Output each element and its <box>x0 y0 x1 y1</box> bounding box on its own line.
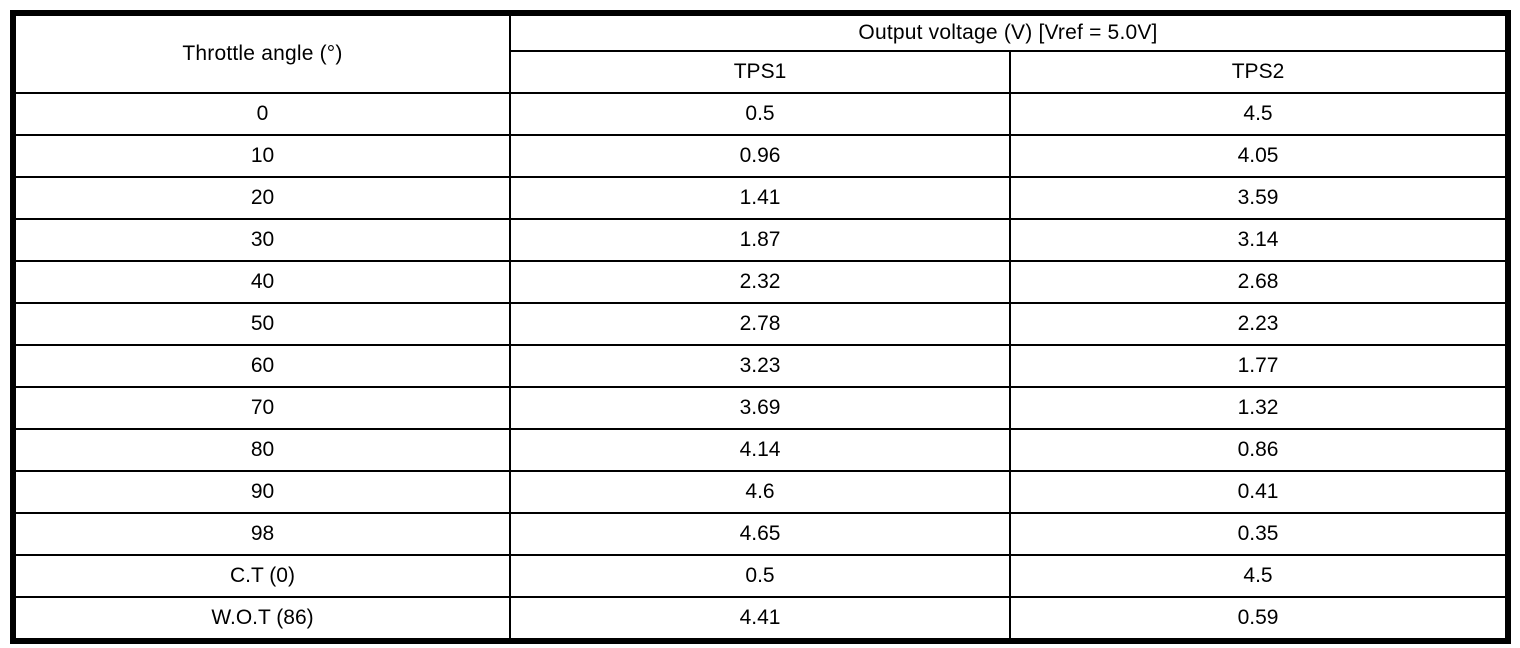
tps1-value-cell: 3.23 <box>509 344 1011 388</box>
throttle-angle-cell: W.O.T (86) <box>12 596 511 642</box>
throttle-angle-cell: 90 <box>12 470 511 514</box>
tps1-value-cell: 3.69 <box>509 386 1011 430</box>
tps-output-voltage-table: Throttle angle (°) Output voltage (V) [V… <box>10 10 1512 644</box>
tps1-value-cell: 2.32 <box>509 260 1011 304</box>
throttle-angle-cell: 70 <box>12 386 511 430</box>
tps1-value-cell: 4.65 <box>509 512 1011 556</box>
tps2-value-cell: 1.77 <box>1008 344 1510 388</box>
tps2-value-cell: 2.68 <box>1008 260 1510 304</box>
throttle-angle-cell: 10 <box>12 134 511 178</box>
table-row: W.O.T (86) 4.41 0.59 <box>12 596 1510 642</box>
tps1-value-cell: 1.41 <box>509 176 1011 220</box>
tps1-value-cell: 4.14 <box>509 428 1011 472</box>
tps1-value-cell: 2.78 <box>509 302 1011 346</box>
throttle-angle-cell: C.T (0) <box>12 554 511 598</box>
throttle-angle-cell: 98 <box>12 512 511 556</box>
table-body: 0 0.5 4.5 10 0.96 4.05 20 1.41 3.59 30 1… <box>12 92 1510 642</box>
table-row: 0 0.5 4.5 <box>12 92 1510 136</box>
throttle-angle-cell: 0 <box>12 92 511 136</box>
table-row: 90 4.6 0.41 <box>12 470 1510 514</box>
table-row: 40 2.32 2.68 <box>12 260 1510 304</box>
throttle-angle-cell: 50 <box>12 302 511 346</box>
tps2-value-cell: 0.59 <box>1008 596 1510 642</box>
tps2-value-cell: 3.59 <box>1008 176 1510 220</box>
tps2-value-cell: 4.05 <box>1008 134 1510 178</box>
throttle-angle-cell: 60 <box>12 344 511 388</box>
tps1-value-cell: 1.87 <box>509 218 1011 262</box>
table-row: 30 1.87 3.14 <box>12 218 1510 262</box>
throttle-angle-header: Throttle angle (°) <box>12 12 511 94</box>
tps1-value-cell: 4.41 <box>509 596 1011 642</box>
throttle-angle-cell: 40 <box>12 260 511 304</box>
tps2-value-cell: 3.14 <box>1008 218 1510 262</box>
table-row: C.T (0) 0.5 4.5 <box>12 554 1510 598</box>
table-row: 60 3.23 1.77 <box>12 344 1510 388</box>
table-row: 20 1.41 3.59 <box>12 176 1510 220</box>
tps2-value-cell: 0.86 <box>1008 428 1510 472</box>
tps1-value-cell: 0.96 <box>509 134 1011 178</box>
table-row: 50 2.78 2.23 <box>12 302 1510 346</box>
table-header-row-top: Throttle angle (°) Output voltage (V) [V… <box>12 12 1510 94</box>
tps2-value-cell: 0.41 <box>1008 470 1510 514</box>
table-row: 10 0.96 4.05 <box>12 134 1510 178</box>
tps2-value-cell: 4.5 <box>1008 92 1510 136</box>
throttle-angle-cell: 80 <box>12 428 511 472</box>
table-row: 80 4.14 0.86 <box>12 428 1510 472</box>
tps2-value-cell: 0.35 <box>1008 512 1510 556</box>
tps2-column-header: TPS2 <box>1008 50 1510 94</box>
tps1-value-cell: 0.5 <box>509 92 1011 136</box>
tps2-value-cell: 4.5 <box>1008 554 1510 598</box>
table-header-row-sub: TPS1 TPS2 <box>13 50 1510 94</box>
throttle-angle-cell: 30 <box>12 218 511 262</box>
output-voltage-header: Output voltage (V) [Vref = 5.0V] <box>508 12 1510 52</box>
tps2-value-cell: 1.32 <box>1008 386 1510 430</box>
table-row: 70 3.69 1.32 <box>12 386 1510 430</box>
tps1-value-cell: 0.5 <box>509 554 1011 598</box>
tps1-value-cell: 4.6 <box>509 470 1011 514</box>
tps1-column-header: TPS1 <box>509 50 1011 94</box>
tps2-value-cell: 2.23 <box>1008 302 1510 346</box>
table-row: 98 4.65 0.35 <box>12 512 1510 556</box>
throttle-angle-cell: 20 <box>12 176 511 220</box>
